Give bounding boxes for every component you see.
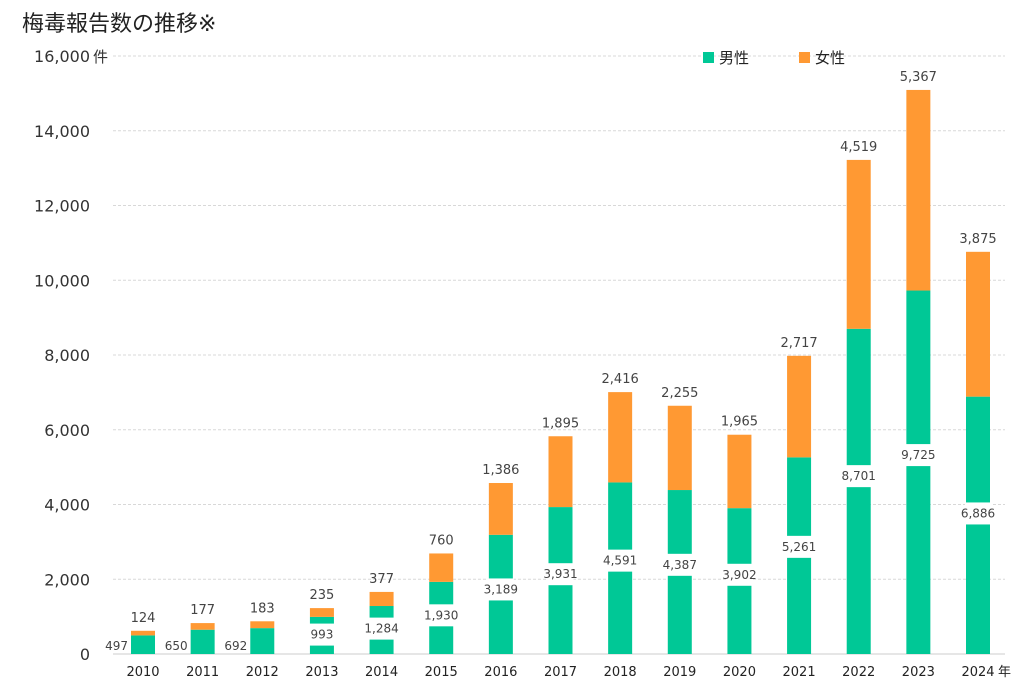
x-tick-label: 2013 [305,665,338,680]
data-label-male: 1,930 [424,608,458,622]
data-label-female: 1,386 [482,463,519,478]
label-gap [666,553,693,576]
data-label-female: 235 [310,588,335,603]
legend-swatch-male [703,52,714,63]
x-tick-label: 2014 [365,665,398,680]
x-tick-label: 2022 [842,665,875,680]
bar-male [966,396,990,654]
y-tick-label: 2,000 [44,570,90,589]
label-gap [308,623,335,646]
data-label-male: 692 [224,639,247,653]
data-label-female: 3,875 [959,232,996,247]
y-tick-label: 8,000 [44,346,90,365]
bar-female [787,355,812,458]
bar-female [608,392,633,483]
x-tick-label: 2019 [663,665,696,680]
bar-male [906,290,931,654]
x-tick-label: 2016 [484,665,517,680]
bar-male [846,328,871,654]
data-label-male: 3,902 [722,568,756,582]
bar-female [369,591,394,607]
y-tick-label: 16,000 [34,47,90,66]
bar-female [906,89,931,291]
bar-male [250,628,275,654]
data-label-female: 1,895 [542,416,579,431]
legend-label-female: 女性 [815,49,845,67]
bar-female [190,623,215,630]
bar-female [309,608,334,617]
bar-female [727,434,752,509]
bar-female [488,483,513,535]
x-tick-label: 2020 [723,665,756,680]
data-label-male: 4,591 [603,554,637,568]
bar-female [250,621,275,629]
data-label-male: 3,931 [543,567,577,581]
label-gap [428,604,455,627]
data-label-female: 377 [369,572,394,587]
chart-title: 梅毒報告数の推移※ [22,12,217,37]
y-tick-label: 6,000 [44,421,90,440]
x-tick-label: 2024 [961,665,994,680]
label-gap [547,563,574,586]
data-label-female: 5,367 [900,70,937,85]
data-label-female: 760 [429,533,454,548]
data-label-male: 9,725 [901,448,935,462]
bar-female [429,553,454,582]
x-tick-label: 2018 [604,665,637,680]
bar-male [131,635,155,654]
data-label-female: 124 [131,611,156,626]
bar-female [846,159,871,329]
label-gap [607,549,634,572]
x-tick-label: 2011 [186,665,219,680]
label-gap [786,535,813,558]
x-unit-label: 年 [998,665,1011,680]
bar-female [548,436,573,508]
bar-male [190,629,215,654]
data-label-female: 2,416 [602,372,639,387]
data-label-male: 3,189 [484,582,518,596]
y-tick-label: 14,000 [34,122,90,141]
data-label-female: 4,519 [840,140,877,155]
x-tick-label: 2023 [902,665,935,680]
bar-female [966,251,990,397]
data-label-male: 497 [105,639,128,653]
data-label-male: 993 [310,628,333,642]
y-tick-label: 12,000 [34,197,90,216]
y-tick-label: 0 [80,645,90,664]
data-label-male: 8,701 [842,469,876,483]
data-label-female: 2,717 [780,336,817,351]
data-label-female: 183 [250,601,275,616]
label-gap [845,465,872,488]
x-tick-label: 2012 [246,665,279,680]
y-unit-label: 件 [93,48,108,66]
y-tick-label: 4,000 [44,496,90,515]
data-label-male: 650 [165,639,188,653]
bar-female [131,630,155,636]
data-label-female: 1,965 [721,415,758,430]
data-label-female: 2,255 [661,386,698,401]
data-label-male: 4,387 [663,558,697,572]
x-tick-label: 2015 [425,665,458,680]
label-gap [905,444,932,467]
data-label-male: 6,886 [961,506,995,520]
x-tick-label: 2010 [126,665,159,680]
legend-label-male: 男性 [719,49,749,67]
bar-female [667,405,692,491]
label-gap [368,617,395,640]
label-gap [487,578,514,601]
label-gap [965,502,991,525]
data-label-female: 177 [190,603,215,618]
x-tick-label: 2017 [544,665,577,680]
data-label-male: 1,284 [364,622,398,636]
legend-swatch-female [799,52,810,63]
data-label-male: 5,261 [782,540,816,554]
y-tick-label: 10,000 [34,271,90,290]
label-gap [726,563,753,586]
x-tick-label: 2021 [783,665,816,680]
